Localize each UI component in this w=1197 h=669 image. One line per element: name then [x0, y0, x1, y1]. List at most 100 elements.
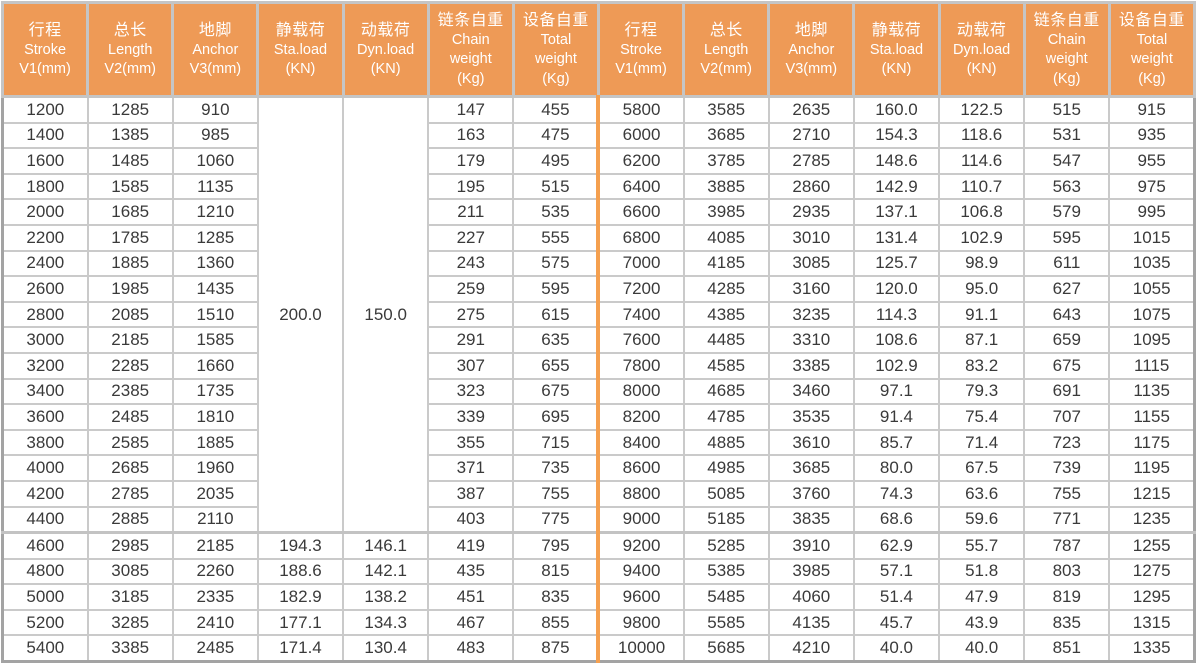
cell-anchor: 1510: [171, 300, 259, 329]
cell-anchor: 4060: [767, 583, 855, 611]
cell-stroke: 9600: [596, 583, 685, 611]
cell-anchor: 2635: [767, 95, 855, 124]
cell-length: 1885: [86, 249, 174, 278]
cell-total-weight: 835: [512, 583, 600, 611]
cell-total-weight: 1275: [1108, 557, 1196, 586]
cell-dyn-load: 47.9: [938, 583, 1026, 611]
cell-chain-weight: 755: [1023, 479, 1111, 508]
cell-total-weight: 1015: [1108, 223, 1196, 252]
cell-sta-load: 194.3: [256, 531, 345, 560]
cell-length: 5485: [682, 583, 770, 611]
cell-length: 5585: [682, 608, 770, 637]
cell-length: 5385: [682, 557, 770, 586]
cell-length: 5685: [682, 634, 770, 663]
cell-length: 2385: [86, 377, 174, 406]
cell-stroke: 8800: [596, 479, 685, 508]
cell-length: 4085: [682, 223, 770, 252]
cell-stroke: 6200: [596, 147, 685, 175]
cell-length: 3985: [682, 198, 770, 226]
cell-anchor: 3910: [767, 531, 855, 560]
spec-row: 2600 1985 1435 259 595 7200 4285 3160 120.0 95.0 6…: [1, 275, 1196, 303]
header-label-line: 地脚: [198, 21, 232, 39]
cell-stroke: 9000: [596, 505, 685, 534]
cell-total-weight: 655: [512, 351, 600, 380]
cell-dyn-load: 83.2: [938, 351, 1026, 380]
header-label-line: 行程: [28, 21, 62, 39]
header-label-line: (Kg): [1138, 70, 1166, 87]
cell-total-weight: 1075: [1108, 300, 1196, 329]
cell-sta-load: 68.6: [852, 505, 941, 534]
header-label-line: V2(mm): [104, 61, 156, 78]
header-label-line: (Kg): [457, 70, 485, 87]
cell-total-weight: 455: [512, 95, 600, 124]
cell-dyn-load: 87.1: [938, 326, 1026, 354]
cell-dyn-load: 98.9: [938, 249, 1026, 278]
cell-total-weight: 1195: [1108, 454, 1196, 482]
cell-stroke: 4200: [1, 479, 89, 508]
header-label-line: (KN): [881, 61, 912, 78]
cell-stroke: 4000: [1, 454, 89, 482]
cell-dyn-load: 146.1: [342, 531, 430, 560]
cell-chain-weight: 835: [1023, 608, 1111, 637]
cell-total-weight: 1135: [1108, 377, 1196, 406]
cell-total-weight: 815: [512, 557, 600, 586]
header-label-line: V2(mm): [700, 61, 752, 78]
cell-total-weight: 975: [1108, 172, 1196, 201]
cell-total-weight: 1295: [1108, 583, 1196, 611]
cell-stroke: 2000: [1, 198, 89, 226]
cell-length: 4985: [682, 454, 770, 482]
cell-stroke: 6600: [596, 198, 685, 226]
cell-anchor: 3835: [767, 505, 855, 534]
cell-anchor: 4135: [767, 608, 855, 637]
cell-anchor: 1210: [171, 198, 259, 226]
header-label-line: Chain: [1047, 32, 1086, 49]
cell-length: 2585: [86, 428, 174, 457]
cell-sta-load: 85.7: [852, 428, 941, 457]
cell-dyn-load: 106.8: [938, 198, 1026, 226]
header-label-line: V1(mm): [615, 61, 667, 78]
cell-chain-weight: 163: [427, 121, 515, 150]
cell-length: 2685: [86, 454, 174, 482]
cell-stroke: 2400: [1, 249, 89, 278]
cell-sta-load: 74.3: [852, 479, 941, 508]
cell-sta-load: 108.6: [852, 326, 941, 354]
cell-dyn-load: 122.5: [938, 95, 1026, 124]
cell-anchor: 3460: [767, 377, 855, 406]
cell-stroke: 5200: [1, 608, 89, 637]
header-left-anchor: 地脚 Anchor V3(mm): [171, 1, 260, 98]
cell-stroke: 2200: [1, 223, 89, 252]
cell-stroke: 9800: [596, 608, 685, 637]
cell-total-weight: 575: [512, 249, 600, 278]
cell-sta-load: 148.6: [852, 147, 941, 175]
cell-stroke: 2800: [1, 300, 89, 329]
cell-total-weight: 955: [1108, 147, 1196, 175]
header-label-line: Total: [1136, 32, 1168, 49]
cell-dyn-load: 130.4: [342, 634, 430, 663]
header-label-line: 总长: [709, 21, 743, 39]
cell-chain-weight: 323: [427, 377, 515, 406]
header-right-stroke: 行程 Stroke V1(mm): [596, 1, 686, 98]
header-label-line: 静载荷: [275, 21, 326, 39]
header-right-chain-weight: 链条自重 Chain weight (Kg): [1022, 1, 1111, 98]
header-label-line: Dyn.load: [357, 41, 415, 58]
cell-dyn-load: 142.1: [342, 557, 430, 586]
header-label-line: 链条自重: [437, 11, 504, 29]
spec-row: 3800 2585 1885 355 715 8400 4885 3610 85.7 71.4 72…: [1, 428, 1196, 457]
cell-anchor: 1285: [171, 223, 259, 252]
cell-dyn-load: 102.9: [938, 223, 1026, 252]
cell-chain-weight: 307: [427, 351, 515, 380]
cell-chain-weight: 419: [427, 531, 515, 560]
cell-chain-weight: 483: [427, 634, 515, 663]
cell-stroke: 10000: [596, 634, 685, 663]
header-label-line: Chain: [451, 32, 490, 49]
spec-row: 2200 1785 1285 227 555 6800 4085 3010 131.4 102.9…: [1, 223, 1196, 252]
cell-anchor: 4210: [767, 634, 855, 663]
header-label-line: Anchor: [788, 41, 835, 58]
cell-anchor: 3985: [767, 557, 855, 586]
cell-length: 1585: [86, 172, 174, 201]
table-header: 行程 Stroke V1(mm) 总长 Length V2(mm) 地脚 Anchor V3(m…: [0, 1, 1197, 98]
cell-total-weight: 615: [512, 300, 600, 329]
spec-row: 5000 3185 2335 182.9 138.2 451 835 9600 5485 4060…: [1, 583, 1196, 611]
cell-chain-weight: 243: [427, 249, 515, 278]
